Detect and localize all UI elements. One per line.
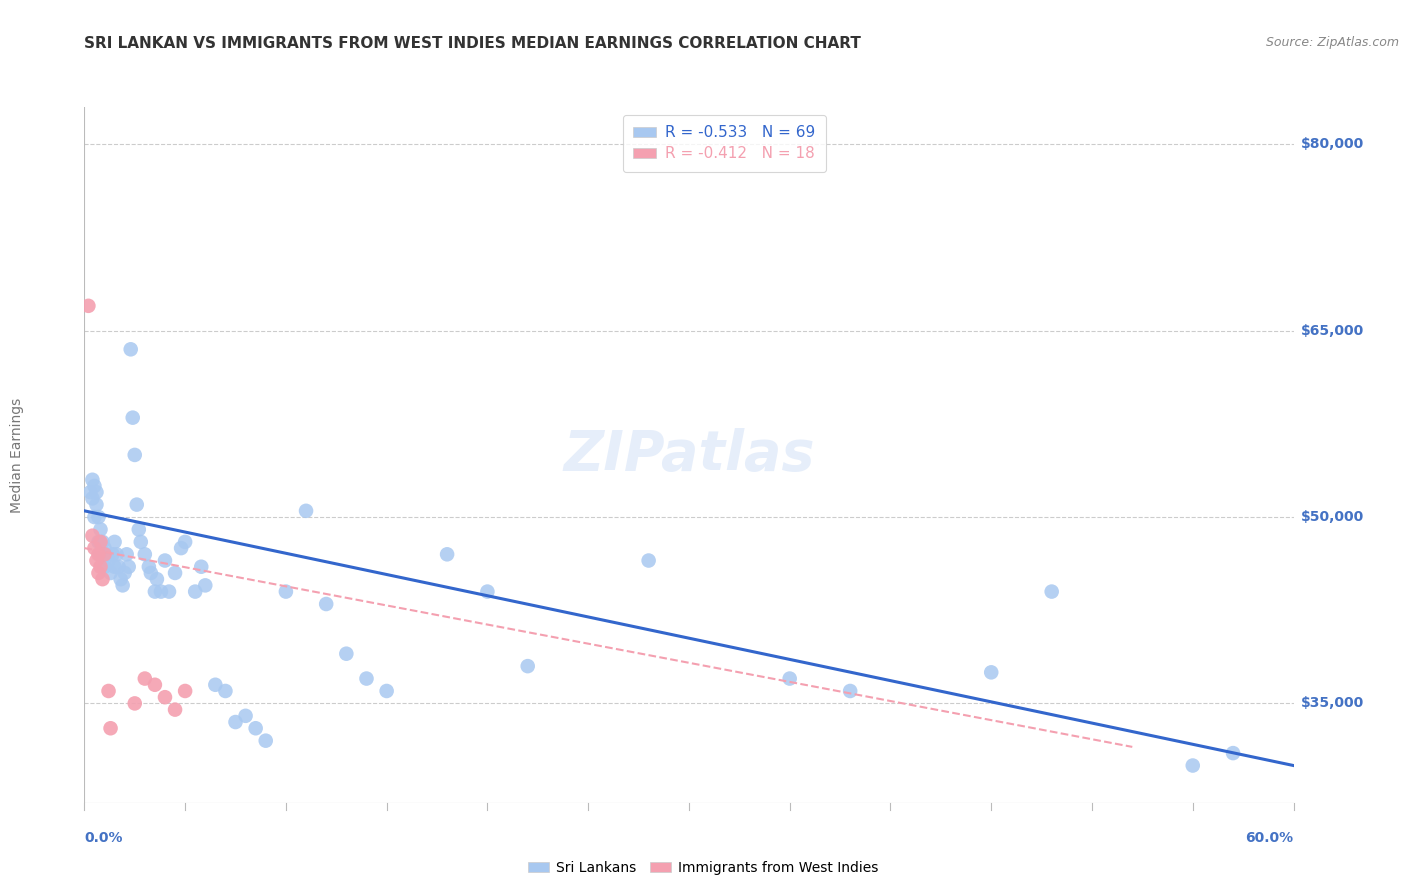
Point	[779, 672, 801, 686]
Point	[1040, 584, 1063, 599]
Point	[225, 714, 247, 729]
Point	[91, 534, 114, 549]
Text: Median Earnings: Median Earnings	[10, 397, 24, 513]
Point	[128, 523, 150, 537]
Point	[157, 584, 180, 599]
Point	[97, 553, 120, 567]
Point	[96, 547, 118, 561]
Text: $35,000: $35,000	[1301, 697, 1364, 710]
Point	[143, 678, 166, 692]
Point	[165, 703, 187, 717]
Point	[105, 547, 128, 561]
Text: $65,000: $65,000	[1301, 324, 1364, 338]
Point	[79, 485, 101, 500]
Point	[245, 721, 267, 735]
Point	[335, 647, 357, 661]
Point	[134, 547, 156, 561]
Point	[149, 584, 172, 599]
Point	[114, 566, 136, 580]
Point	[120, 343, 142, 357]
Point	[104, 559, 127, 574]
Point	[184, 584, 207, 599]
Point	[86, 485, 108, 500]
Point	[1222, 746, 1244, 760]
Point	[91, 572, 114, 586]
Point	[87, 547, 110, 561]
Point	[235, 708, 257, 723]
Point	[124, 697, 146, 711]
Point	[153, 553, 176, 567]
Point	[139, 566, 162, 580]
Point	[87, 510, 110, 524]
Point	[134, 672, 156, 686]
Point	[190, 559, 212, 574]
Point	[83, 479, 105, 493]
Point	[254, 733, 277, 747]
Point	[89, 559, 111, 574]
Text: $80,000: $80,000	[1301, 137, 1364, 152]
Point	[174, 534, 197, 549]
Point	[82, 529, 104, 543]
Point	[436, 547, 458, 561]
Point	[295, 504, 318, 518]
Point	[87, 566, 110, 580]
Point	[204, 678, 226, 692]
Point	[174, 684, 197, 698]
Legend: R = -0.533   N = 69, R = -0.412   N = 18: R = -0.533 N = 69, R = -0.412 N = 18	[623, 115, 827, 172]
Point	[637, 553, 659, 567]
Point	[89, 547, 111, 561]
Point	[214, 684, 236, 698]
Point	[83, 510, 105, 524]
Point	[315, 597, 337, 611]
Point	[97, 684, 120, 698]
Point	[87, 534, 110, 549]
Point	[82, 491, 104, 506]
Point	[516, 659, 538, 673]
Point	[118, 559, 141, 574]
Point	[89, 534, 111, 549]
Text: Source: ZipAtlas.com: Source: ZipAtlas.com	[1265, 36, 1399, 49]
Text: 0.0%: 0.0%	[84, 831, 122, 846]
Point	[121, 410, 143, 425]
Point	[110, 572, 132, 586]
Point	[93, 541, 115, 555]
Point	[274, 584, 297, 599]
Point	[1181, 758, 1204, 772]
Point	[356, 672, 378, 686]
Point	[115, 547, 138, 561]
Text: 60.0%: 60.0%	[1246, 831, 1294, 846]
Point	[375, 684, 398, 698]
Point	[124, 448, 146, 462]
Point	[143, 584, 166, 599]
Point	[107, 559, 129, 574]
Point	[77, 299, 100, 313]
Text: ZIPatlas: ZIPatlas	[564, 428, 814, 482]
Point	[125, 498, 148, 512]
Point	[129, 534, 152, 549]
Text: SRI LANKAN VS IMMIGRANTS FROM WEST INDIES MEDIAN EARNINGS CORRELATION CHART: SRI LANKAN VS IMMIGRANTS FROM WEST INDIE…	[84, 36, 862, 51]
Point	[165, 566, 187, 580]
Point	[839, 684, 862, 698]
Point	[111, 578, 134, 592]
Point	[101, 547, 124, 561]
Point	[83, 541, 105, 555]
Point	[146, 572, 169, 586]
Point	[86, 553, 108, 567]
Text: $50,000: $50,000	[1301, 510, 1364, 524]
Legend: Sri Lankans, Immigrants from West Indies: Sri Lankans, Immigrants from West Indies	[523, 855, 883, 880]
Point	[194, 578, 217, 592]
Point	[93, 559, 115, 574]
Point	[170, 541, 193, 555]
Point	[477, 584, 499, 599]
Point	[980, 665, 1002, 680]
Point	[153, 690, 176, 705]
Point	[82, 473, 104, 487]
Point	[138, 559, 160, 574]
Point	[89, 523, 111, 537]
Point	[86, 498, 108, 512]
Point	[100, 566, 122, 580]
Point	[104, 534, 127, 549]
Point	[100, 721, 122, 735]
Point	[93, 547, 115, 561]
